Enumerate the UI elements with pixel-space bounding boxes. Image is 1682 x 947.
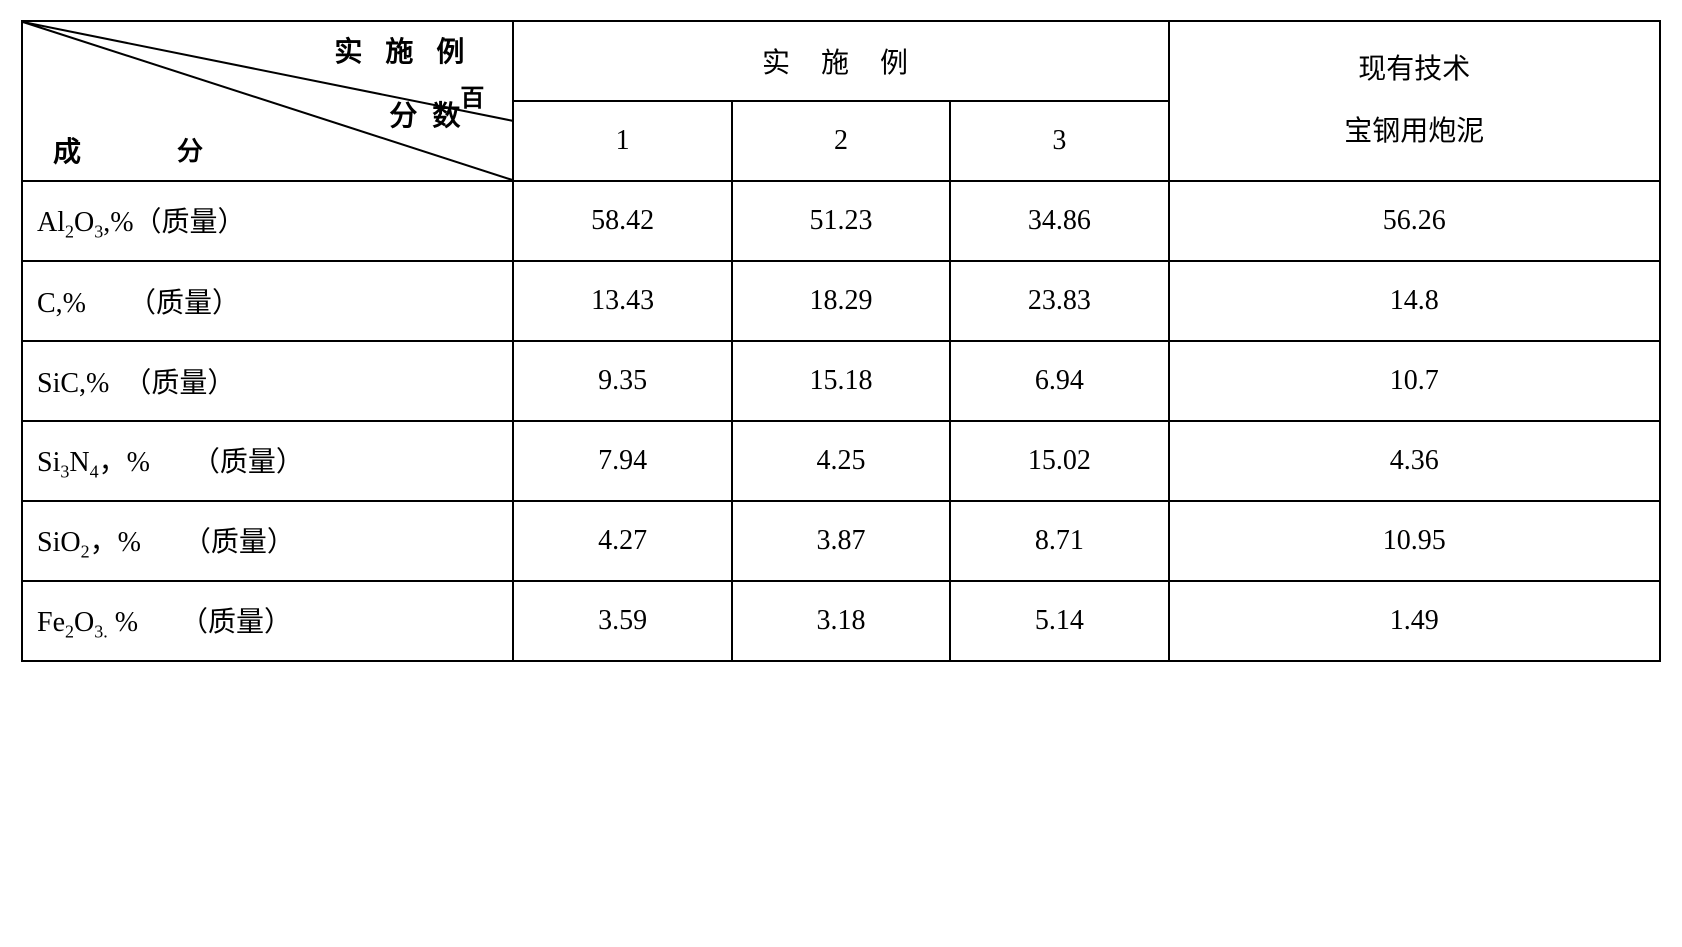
example-group-header: 实 施 例 [513,21,1168,101]
data-cell: 7.94 [513,421,731,501]
diag-mid-char: 百 [460,78,492,113]
data-cell: 56.26 [1169,181,1660,261]
data-cell: 4.25 [732,421,950,501]
diag-bottom-label2: 分 [177,131,211,168]
data-cell: 4.27 [513,501,731,581]
table-row: Al2O3,%（质量） 58.42 51.23 34.86 56.26 [22,181,1660,261]
row-label: Si3N4，% （质量） [22,421,513,501]
data-cell: 23.83 [950,261,1168,341]
data-cell: 18.29 [732,261,950,341]
diag-top-label: 实 施 例 [334,30,472,70]
data-cell: 1.49 [1169,581,1660,661]
data-cell: 3.87 [732,501,950,581]
data-cell: 58.42 [513,181,731,261]
data-cell: 3.18 [732,581,950,661]
table-row: Fe2O3. % （质量） 3.59 3.18 5.14 1.49 [22,581,1660,661]
diag-bottom-label: 成 [53,130,109,170]
table-row: C,% （质量） 13.43 18.29 23.83 14.8 [22,261,1660,341]
sub-header-3: 3 [950,101,1168,181]
composition-table: 实 施 例 百 分 数 成 分 实 施 例 现有技术 宝钢用炮泥 1 2 3 A… [21,20,1661,662]
data-cell: 34.86 [950,181,1168,261]
row-label: SiC,% （质量） [22,341,513,421]
table-header: 实 施 例 百 分 数 成 分 实 施 例 现有技术 宝钢用炮泥 1 2 3 [22,21,1660,181]
data-cell: 15.02 [950,421,1168,501]
data-cell: 13.43 [513,261,731,341]
row-label: Al2O3,%（质量） [22,181,513,261]
table-body: Al2O3,%（质量） 58.42 51.23 34.86 56.26 C,% … [22,181,1660,661]
table-row: SiC,% （质量） 9.35 15.18 6.94 10.7 [22,341,1660,421]
data-cell: 10.7 [1169,341,1660,421]
table-row: SiO2，% （质量） 4.27 3.87 8.71 10.95 [22,501,1660,581]
data-cell: 8.71 [950,501,1168,581]
data-cell: 14.8 [1169,261,1660,341]
diag-mid-label: 分 数 [389,94,464,134]
data-cell: 15.18 [732,341,950,421]
data-cell: 4.36 [1169,421,1660,501]
table-row: Si3N4，% （质量） 7.94 4.25 15.02 4.36 [22,421,1660,501]
sub-header-2: 2 [732,101,950,181]
prior-art-line2: 宝钢用炮泥 [1344,116,1484,147]
data-cell: 9.35 [513,341,731,421]
data-cell: 51.23 [732,181,950,261]
row-label: C,% （质量） [22,261,513,341]
prior-art-header: 现有技术 宝钢用炮泥 [1169,21,1660,181]
row-label: SiO2，% （质量） [22,501,513,581]
row-label: Fe2O3. % （质量） [22,581,513,661]
diagonal-header-cell: 实 施 例 百 分 数 成 分 [22,21,513,181]
data-cell: 5.14 [950,581,1168,661]
sub-header-1: 1 [513,101,731,181]
prior-art-line1: 现有技术 [1358,54,1470,85]
data-cell: 3.59 [513,581,731,661]
data-cell: 10.95 [1169,501,1660,581]
data-cell: 6.94 [950,341,1168,421]
